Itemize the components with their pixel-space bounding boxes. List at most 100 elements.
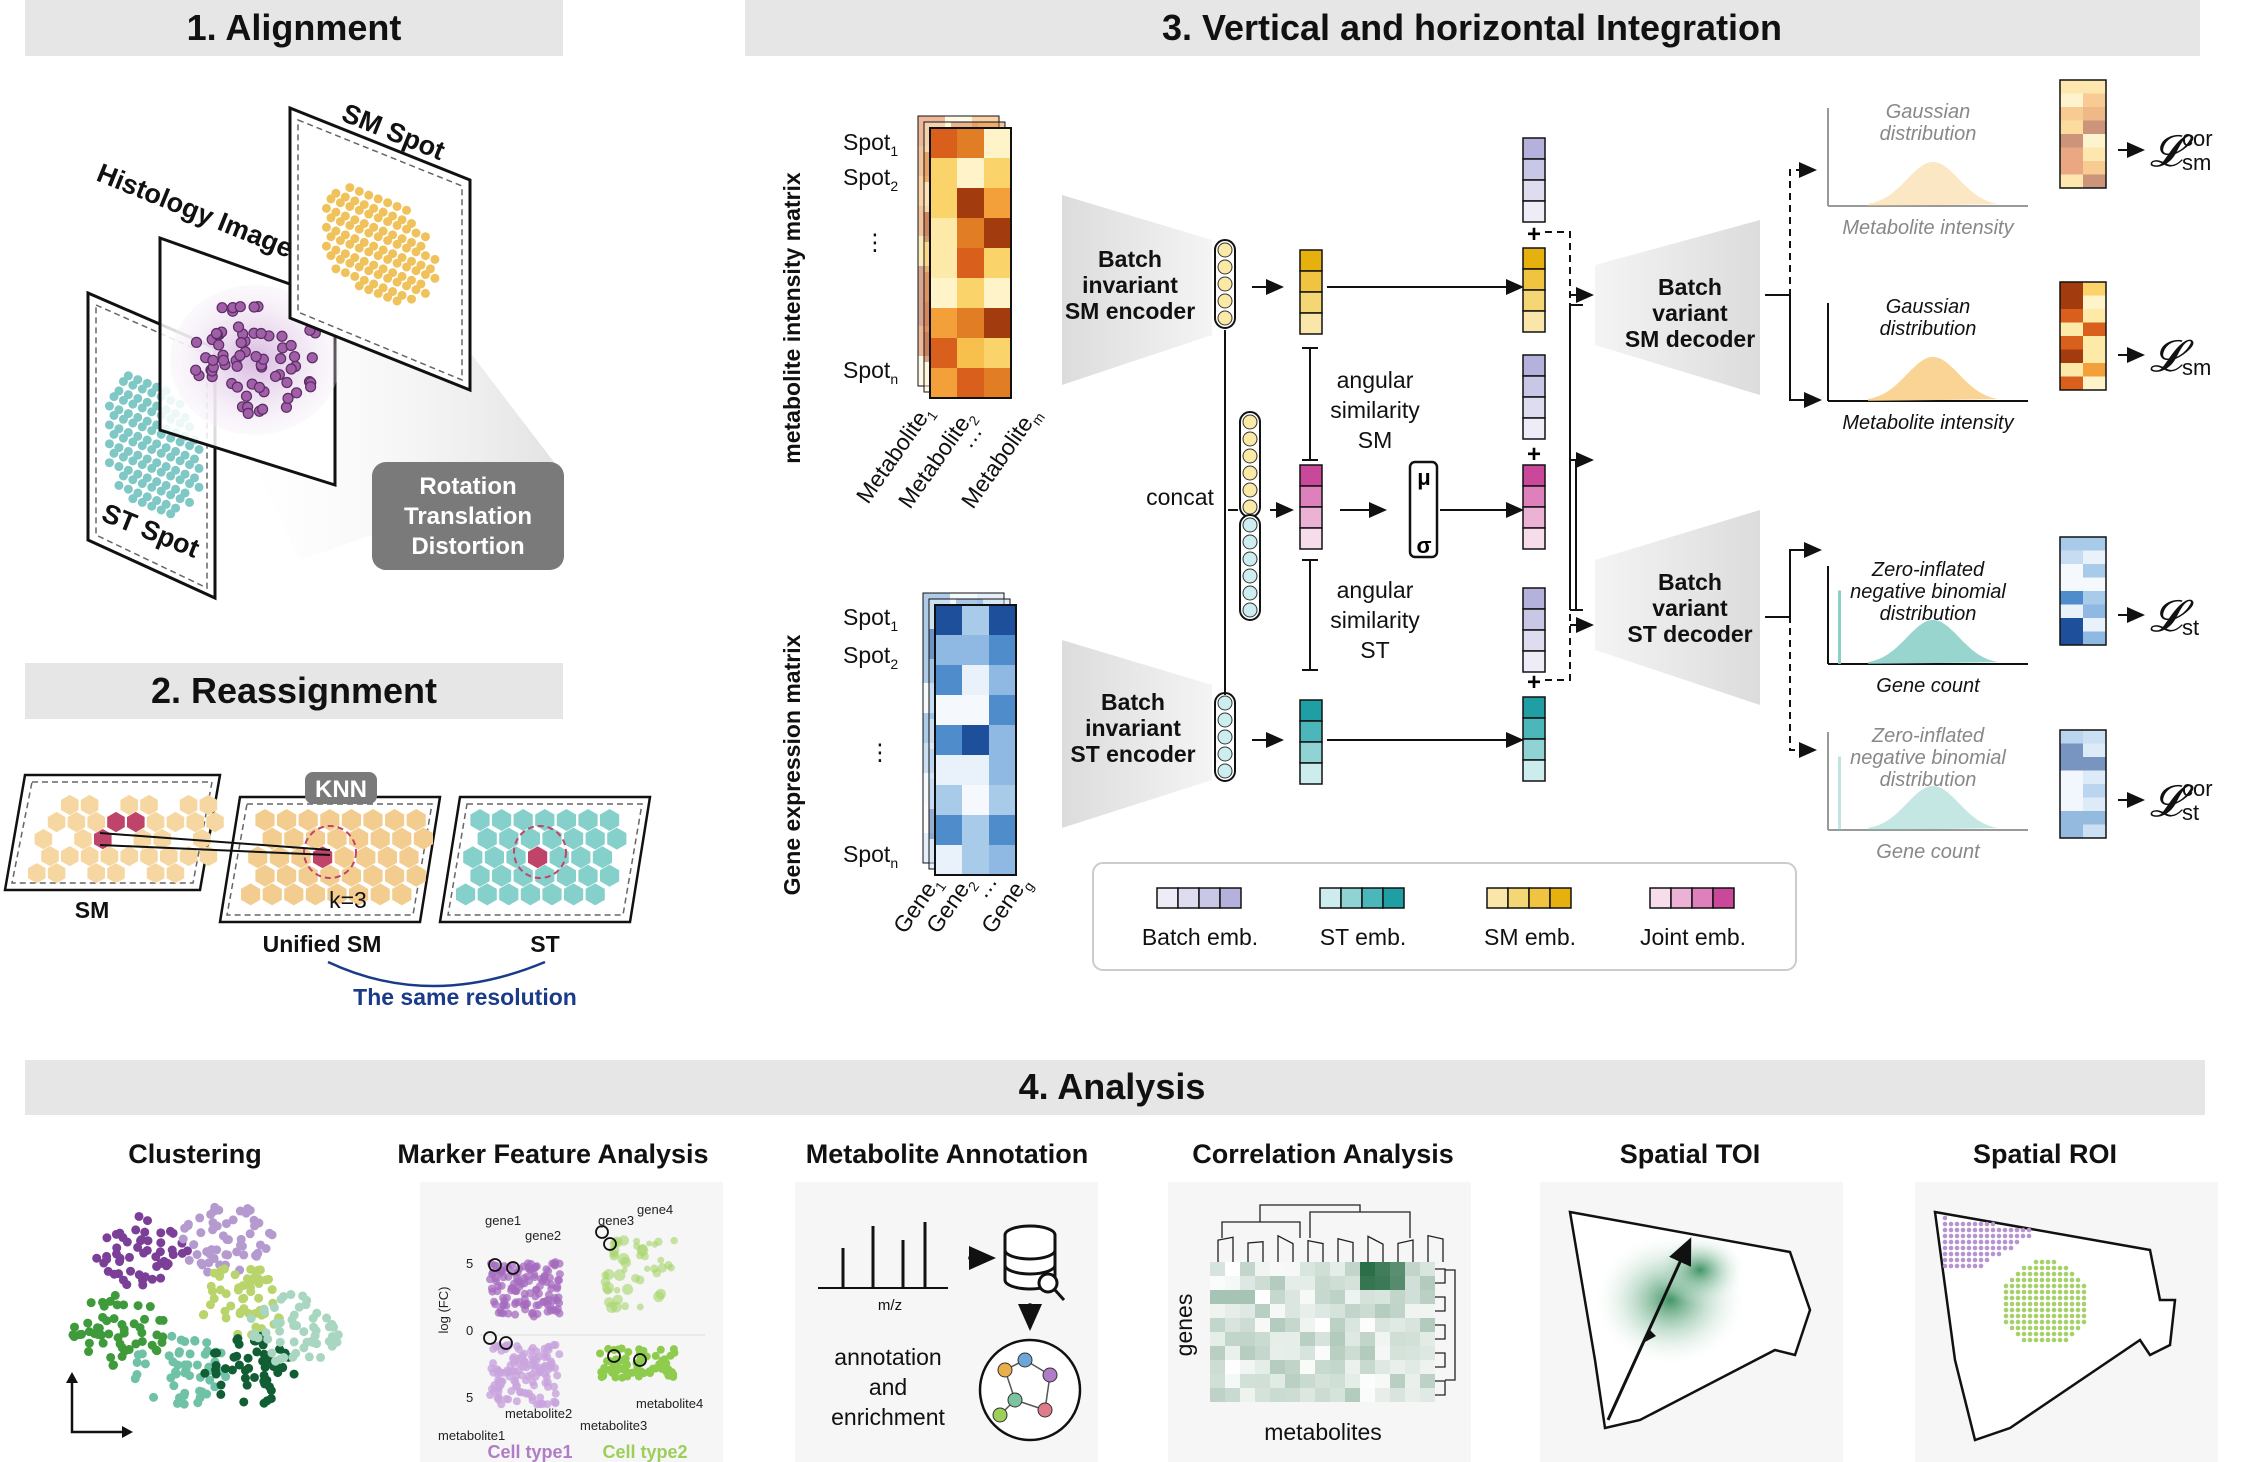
hex-spot — [600, 864, 620, 887]
cell — [253, 381, 266, 393]
spot — [345, 258, 355, 268]
cluster-point — [119, 1324, 129, 1334]
hex-spot — [28, 863, 46, 884]
marker-point — [536, 1365, 545, 1374]
matrix-cell — [962, 725, 989, 755]
marker-gene4: gene4 — [637, 1202, 673, 1217]
spot — [383, 236, 393, 246]
corr-cell — [1210, 1360, 1225, 1374]
cluster-point — [143, 1216, 153, 1226]
cluster-point — [202, 1338, 212, 1348]
spot — [166, 490, 176, 500]
spot — [373, 194, 383, 204]
cluster-point — [168, 1228, 178, 1238]
roi-spot — [1972, 1233, 1978, 1239]
corr-cell — [1390, 1304, 1405, 1318]
legend-sm-swatch — [1486, 887, 1509, 909]
roi-spot — [2045, 1319, 2051, 1325]
marker-tick: 5 — [466, 1390, 473, 1405]
hex-spot — [592, 846, 612, 869]
cluster-point — [291, 1348, 301, 1358]
corr-cell — [1255, 1290, 1270, 1304]
hex-spot — [41, 846, 59, 867]
cluster-point — [279, 1353, 289, 1363]
roi-spot — [2008, 1245, 2014, 1251]
loss-sup: cor — [2182, 126, 2213, 151]
roi-spot — [1966, 1233, 1972, 1239]
cluster-point — [115, 1228, 125, 1238]
roi-spot — [2045, 1301, 2051, 1307]
matrix-cell — [935, 695, 962, 725]
sm-decoder-shape — [1595, 220, 1760, 395]
sm-encoder-shape — [1062, 195, 1212, 385]
output-cell — [2060, 550, 2083, 564]
corr-cell — [1285, 1346, 1300, 1360]
st-row-labels: Spot1 Spot2 ⋮ Spotn — [843, 604, 898, 871]
marker-gene3: gene3 — [598, 1213, 634, 1228]
hex-spot — [146, 863, 165, 884]
corr-cell — [1255, 1346, 1270, 1360]
corr-cell — [1270, 1290, 1285, 1304]
st-row-label: Spot1 — [843, 604, 898, 634]
panel-title-annotation: Metabolite Annotation — [806, 1139, 1088, 1169]
spot — [185, 497, 195, 507]
hex-spot — [370, 883, 390, 906]
marker-point — [600, 1363, 609, 1372]
roi-spot — [1966, 1239, 1972, 1245]
roi-spot — [2021, 1307, 2027, 1313]
roi-spot — [2063, 1325, 2069, 1331]
cluster-point — [289, 1369, 299, 1379]
cluster-point — [178, 1234, 188, 1244]
cluster-point — [131, 1225, 141, 1235]
corr-cell — [1375, 1290, 1390, 1304]
corr-cell — [1285, 1374, 1300, 1388]
spot — [364, 266, 374, 276]
marker-point — [552, 1307, 561, 1316]
legend-sm: SM emb. — [1484, 924, 1576, 950]
hex-spot — [206, 811, 224, 833]
roi-spot — [2021, 1301, 2027, 1307]
cluster-point — [324, 1336, 334, 1346]
output-cell — [2060, 824, 2083, 838]
corr-cell — [1390, 1332, 1405, 1346]
corr-cell — [1390, 1360, 1405, 1374]
roi-spot — [2033, 1301, 2039, 1307]
angular-st-label: similarity — [1330, 607, 1420, 633]
matrix-cell — [962, 665, 989, 695]
hex-spot — [127, 811, 145, 833]
roi-spot — [2015, 1331, 2021, 1337]
corr-cell — [1420, 1290, 1435, 1304]
batch-emb-bar — [1522, 375, 1546, 398]
dist-title: distribution — [1880, 123, 1977, 145]
output-cell — [2060, 730, 2083, 744]
spot — [411, 228, 421, 238]
latent-node — [1242, 534, 1258, 550]
marker-point — [494, 1395, 503, 1404]
cluster-point — [149, 1392, 159, 1402]
matrix-cell — [935, 815, 962, 845]
cluster-point — [189, 1240, 199, 1250]
cluster-point — [242, 1274, 252, 1284]
dist-curve — [1868, 356, 1998, 401]
hex-spot — [520, 827, 540, 850]
latent-node — [1242, 482, 1258, 498]
dist-curve — [1868, 161, 1998, 206]
corr-cell — [1270, 1276, 1285, 1290]
cluster-point — [259, 1398, 269, 1408]
hex-spot — [320, 809, 340, 831]
cluster-point — [124, 1252, 134, 1262]
marker-point — [547, 1284, 556, 1293]
output-cell — [2060, 363, 2083, 377]
cluster-point — [68, 1330, 78, 1340]
cluster-point — [190, 1336, 200, 1346]
st-emb-bar — [1522, 738, 1546, 761]
hex-spot — [370, 827, 390, 850]
cluster-point — [104, 1329, 114, 1339]
cluster-point — [145, 1302, 155, 1312]
output-cell — [2083, 120, 2106, 134]
roi-spot — [2009, 1319, 2015, 1325]
cluster-point — [163, 1259, 173, 1269]
cluster-point — [152, 1346, 162, 1356]
cluster-point — [230, 1270, 240, 1280]
spot — [350, 271, 360, 281]
